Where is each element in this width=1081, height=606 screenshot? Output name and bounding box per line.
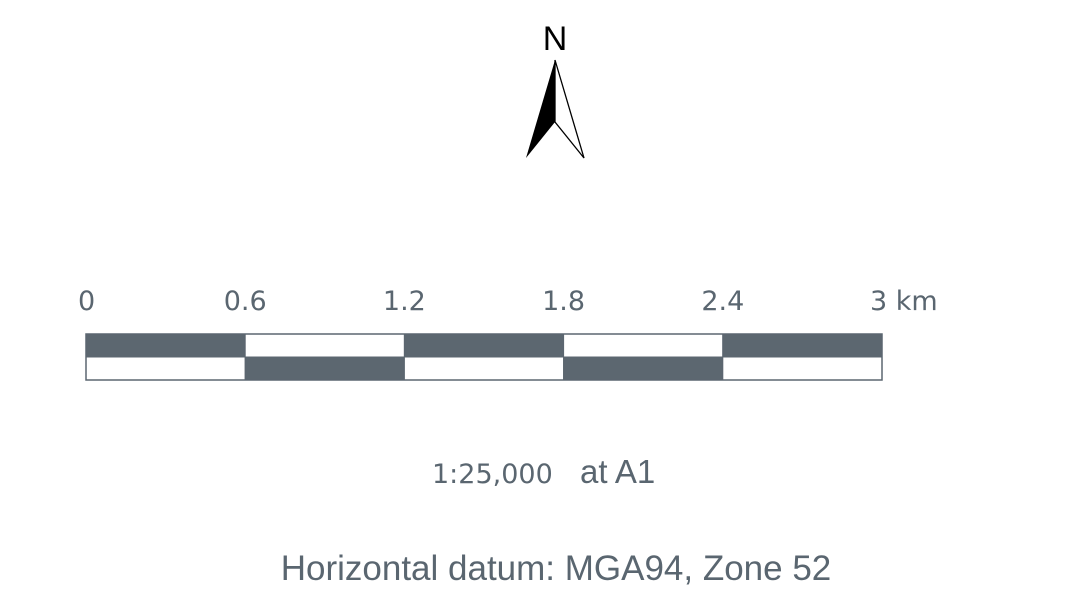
scale-tick-label: 1.8 — [542, 286, 585, 317]
scale-tick-labels: 0 0.6 1.2 1.8 2.4 3 km — [78, 286, 938, 317]
scale-segment-bottom — [403, 356, 565, 381]
scale-ratio: 1:25,000 — [432, 459, 553, 490]
scale-paper-size: at A1 — [580, 453, 655, 490]
scale-tick-label: 0 — [78, 286, 95, 317]
scale-segment-bottom — [722, 356, 883, 381]
scale-tick-label: 1.2 — [383, 286, 426, 317]
horizontal-datum-text: Horizontal datum: MGA94, Zone 52 — [281, 549, 832, 588]
scale-bar: 0 0.6 1.2 1.8 2.4 3 km — [78, 286, 938, 381]
scale-segment-bottom — [244, 356, 405, 381]
north-arrow-icon — [526, 59, 585, 159]
scale-segment-bottom — [563, 356, 724, 381]
north-arrow-light-half — [554, 59, 585, 159]
scale-segment-top — [563, 333, 724, 358]
scale-segments — [85, 333, 883, 381]
scale-segment-top — [85, 333, 246, 358]
scale-segment-top — [403, 333, 565, 358]
scale-bar-outline — [85, 333, 883, 381]
scale-segment-bottom — [85, 356, 246, 381]
north-arrow-dark-half — [526, 60, 555, 158]
scale-tick-label: 0.6 — [224, 286, 267, 317]
north-arrow: N — [526, 20, 585, 159]
scale-text: 1:25,000 at A1 — [432, 453, 655, 490]
scale-segment-top — [244, 333, 405, 358]
scale-segment-top — [722, 333, 883, 358]
scale-tick-label: 3 km — [870, 286, 938, 317]
north-label: N — [543, 20, 568, 58]
scale-tick-label: 2.4 — [701, 286, 744, 317]
